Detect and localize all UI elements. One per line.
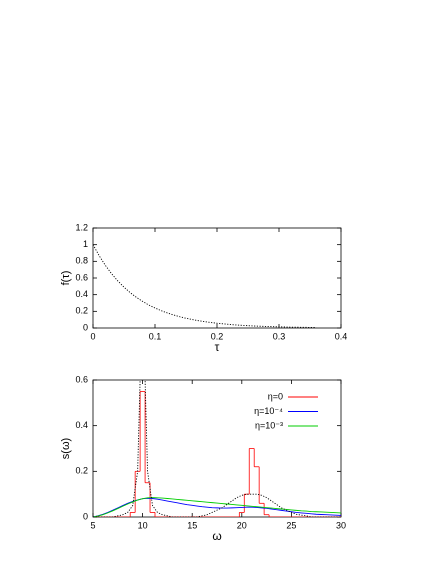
x-tick-label: 20	[237, 520, 247, 530]
x-tick-label: 0	[90, 331, 95, 341]
y-axis-label: f(τ)	[60, 271, 72, 286]
legend-label: η=10⁻⁴	[254, 406, 283, 416]
y-tick-label: 1.2	[75, 222, 88, 232]
y-tick-label: 0.4	[75, 289, 88, 299]
y-tick-label: 0.2	[75, 306, 88, 316]
series-line	[93, 497, 341, 517]
y-tick-label: 0.4	[75, 420, 88, 430]
x-tick-label: 15	[187, 520, 197, 530]
plot-area	[93, 380, 341, 517]
x-tick-label: 30	[336, 520, 346, 530]
x-tick-label: 0.1	[149, 331, 162, 341]
y-tick-label: 0.8	[75, 256, 88, 266]
legend-label: η=10⁻³	[255, 420, 283, 430]
x-tick-label: 10	[138, 520, 148, 530]
y-tick-label: 0.2	[75, 466, 88, 476]
series-line	[93, 380, 341, 517]
x-tick-label: 25	[286, 520, 296, 530]
plot-frame	[92, 227, 342, 329]
y-tick-label: 0.6	[75, 272, 88, 282]
x-tick-label: 0.2	[211, 331, 224, 341]
y-tick-label: 0	[83, 511, 88, 521]
x-tick-label: 0.4	[335, 331, 348, 341]
plot-frame	[92, 379, 342, 518]
x-axis-label: τ	[215, 340, 220, 354]
x-axis-label: ω	[212, 529, 221, 543]
x-tick-label: 0.3	[273, 331, 286, 341]
series-line	[93, 244, 317, 328]
legend-label: η=0	[268, 391, 283, 401]
x-tick-label: 5	[90, 520, 95, 530]
y-tick-label: 1	[83, 239, 88, 249]
y-axis-label: s(ω)	[60, 438, 72, 459]
plot-area	[93, 244, 317, 328]
y-tick-label: 0.6	[75, 374, 88, 384]
y-tick-label: 0	[83, 322, 88, 332]
